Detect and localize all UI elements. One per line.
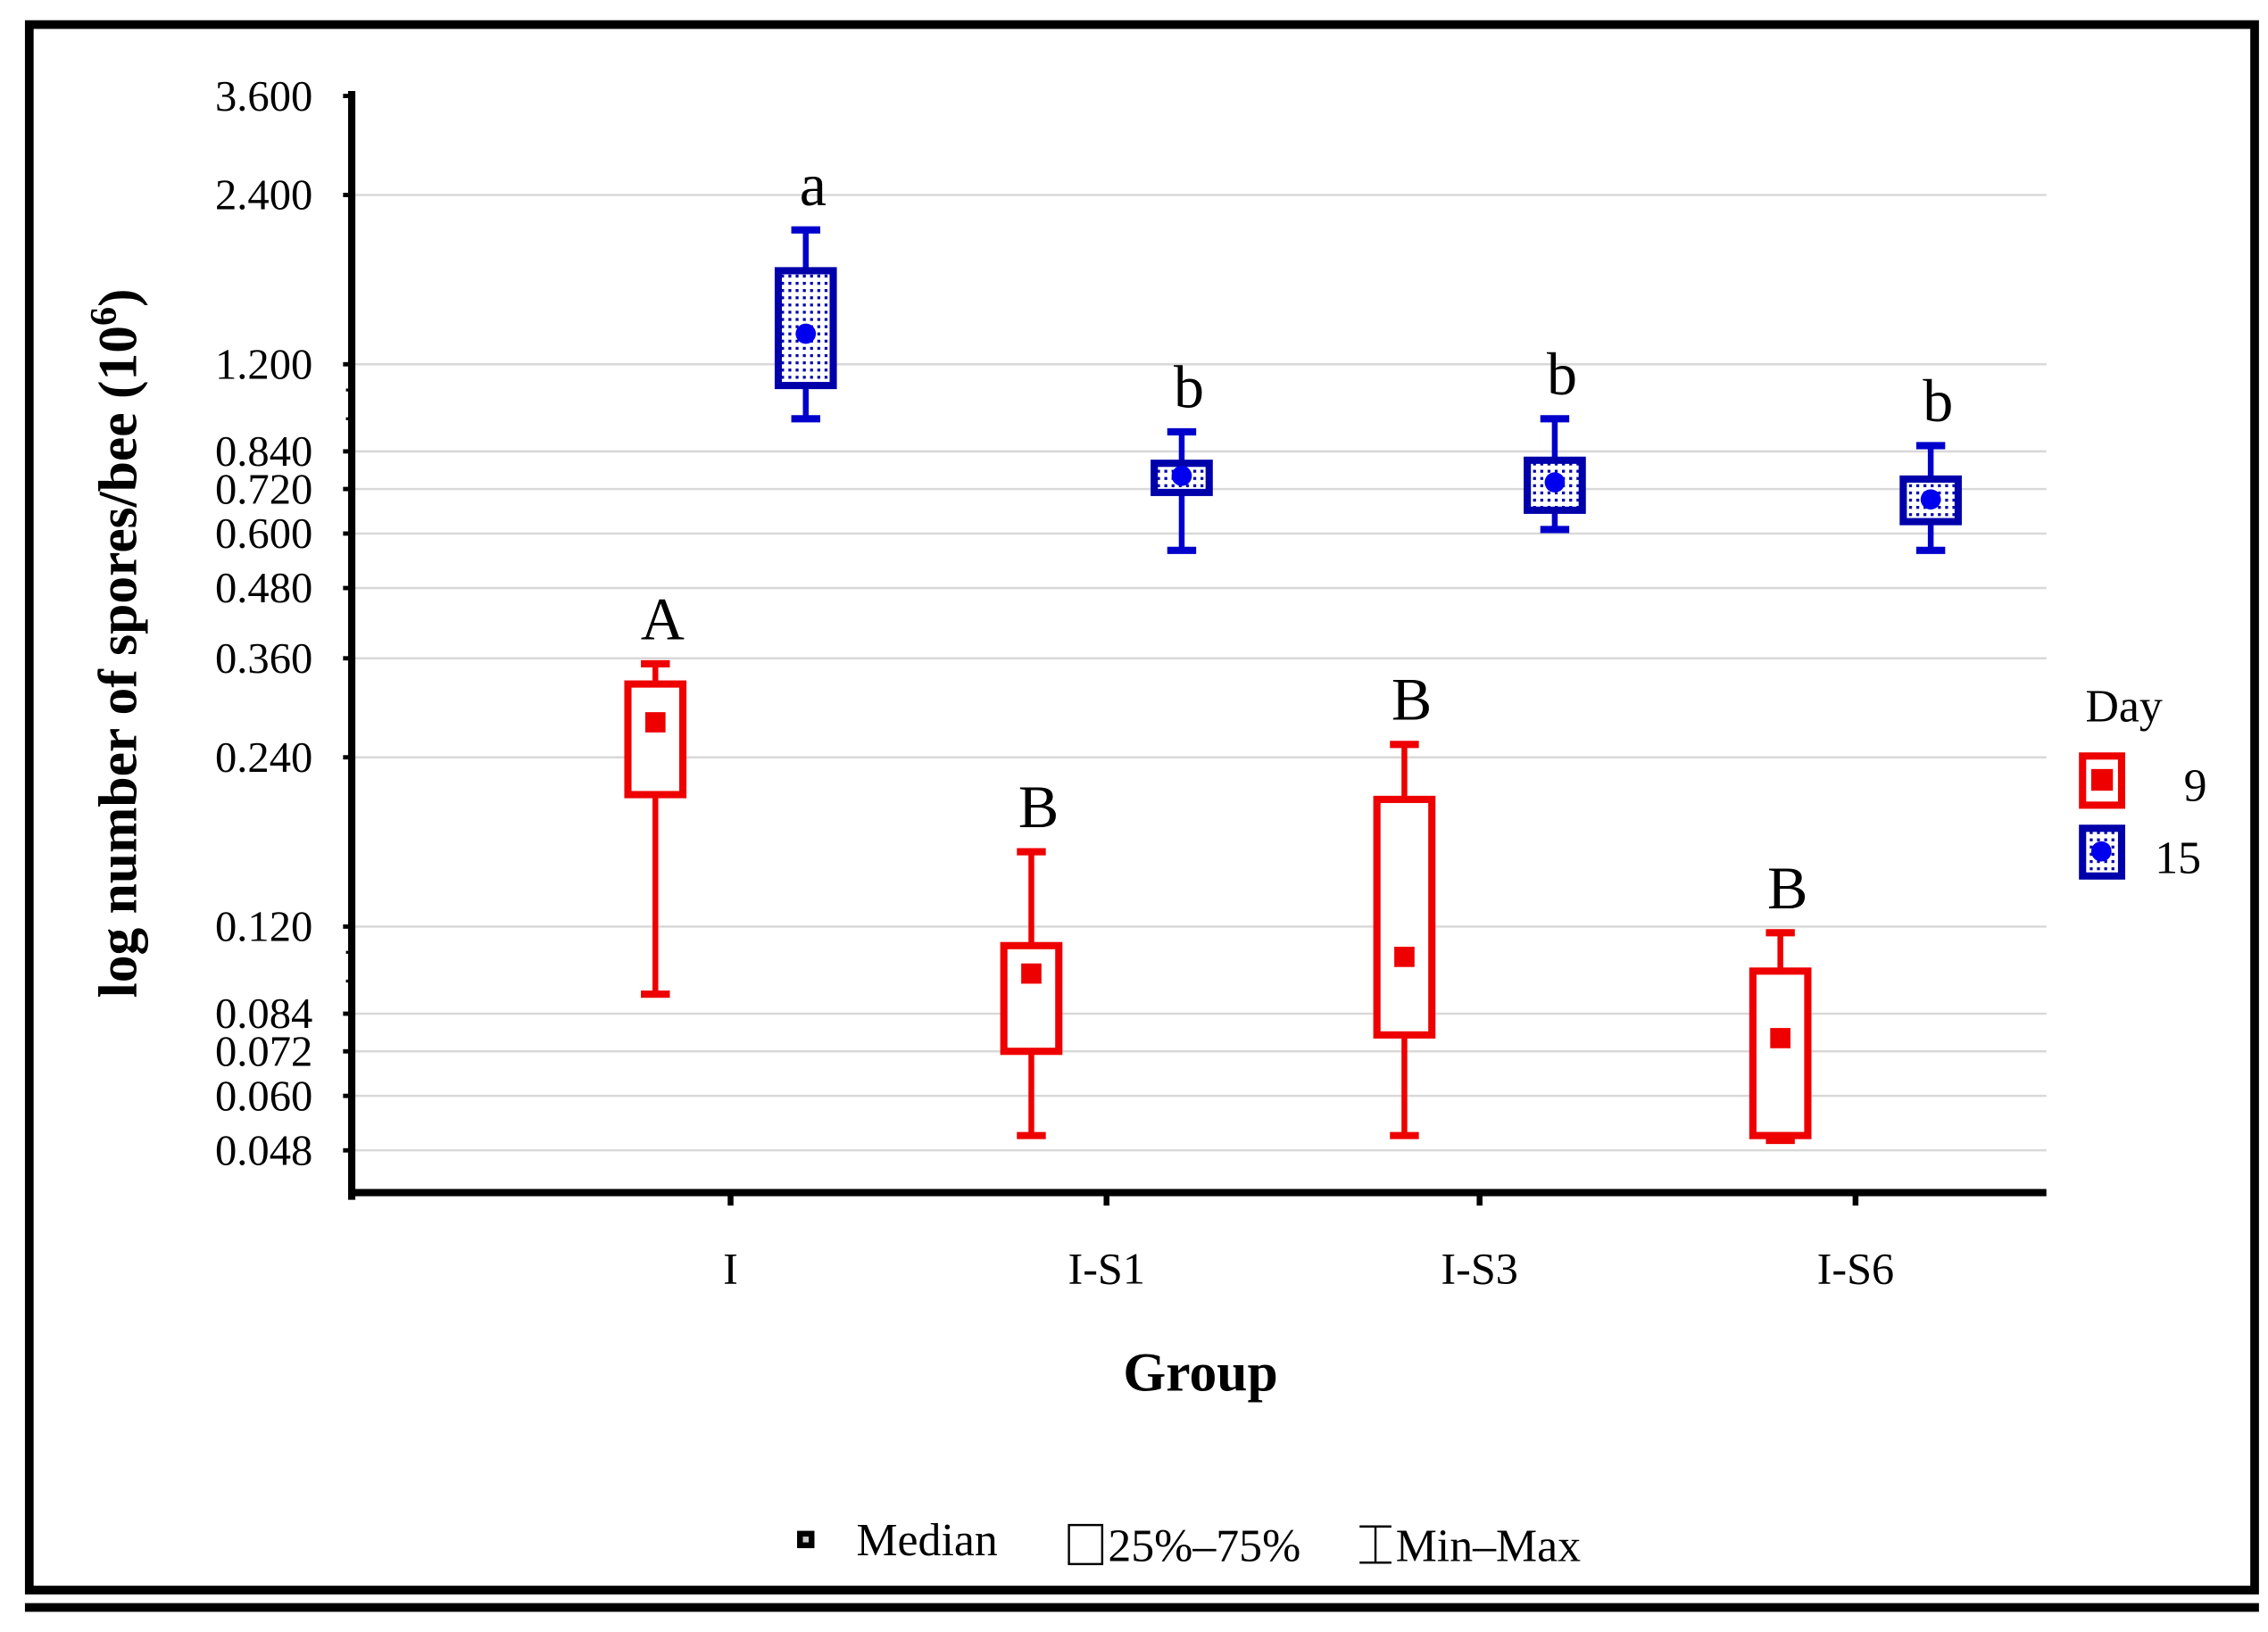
- legend-swatch-day9: [2079, 752, 2126, 809]
- y-tick-label: 0.072: [215, 1027, 312, 1075]
- legend: Day 9 15: [2079, 681, 2207, 883]
- y-tick-label: 0.048: [215, 1126, 312, 1174]
- significance-letter: b: [1547, 340, 1577, 408]
- y-tick-label: 2.400: [215, 171, 312, 220]
- y-axis-title: log number of spores/bee (106): [83, 288, 149, 998]
- figure-frame: [24, 20, 2259, 1595]
- median-marker: [1770, 1028, 1790, 1048]
- y-tick-label: 3.600: [215, 72, 312, 120]
- stats-legend: Median 25%–75% Min–Max: [797, 1515, 1581, 1572]
- median-marker: [644, 712, 666, 733]
- y-tick-label: 1.200: [215, 340, 312, 388]
- box-day15-I-S1: b: [1151, 352, 1213, 554]
- iqr-box: [1000, 941, 1063, 1056]
- legend-label-day15: 15: [2155, 833, 2201, 883]
- x-tick-label: I-S6: [1817, 1244, 1895, 1294]
- y-tick-label: 0.084: [215, 990, 312, 1038]
- x-tick-label: I-S1: [1068, 1244, 1145, 1294]
- y-tick-label: 0.240: [215, 733, 312, 782]
- median-marker: [1021, 963, 1042, 984]
- y-tick-label: 0.600: [215, 509, 312, 558]
- box-day9-I: A: [624, 584, 687, 998]
- significance-letter: A: [641, 584, 685, 652]
- significance-letter: B: [1767, 854, 1807, 922]
- whisker-label: Min–Max: [1396, 1521, 1581, 1572]
- y-tick-label: 0.120: [215, 903, 312, 951]
- legend-title: Day: [2085, 681, 2162, 732]
- significance-letter: B: [1018, 773, 1059, 841]
- box-day15-I-S3: b: [1524, 340, 1586, 534]
- median-icon-center: [802, 1537, 809, 1543]
- y-tick-label: 0.360: [215, 634, 312, 683]
- box-day15-I: a: [774, 151, 837, 423]
- box-day9-I-S6: B: [1749, 854, 1812, 1145]
- significance-letter: b: [1923, 367, 1953, 435]
- x-tick-label: I-S3: [1441, 1244, 1518, 1294]
- significance-letter: b: [1174, 352, 1204, 420]
- median-marker: [1920, 489, 1941, 510]
- median-marker: [1544, 472, 1566, 493]
- box-day15-I-S6: b: [1899, 367, 1962, 554]
- iqr-box: [1373, 795, 1436, 1039]
- median-label: Median: [856, 1515, 997, 1566]
- legend-swatch-day15-marker: [2090, 841, 2112, 862]
- x-axis-title: Group: [1123, 1342, 1277, 1403]
- median-marker: [1394, 947, 1415, 967]
- y-tick-label: 0.840: [215, 427, 312, 476]
- significance-letter: B: [1392, 666, 1432, 733]
- boxes: A B B Ba b b b: [624, 151, 1962, 1145]
- median-marker: [1171, 465, 1192, 486]
- legend-label-day9: 9: [2184, 760, 2207, 811]
- gridlines: [354, 194, 2047, 1152]
- significance-letter: a: [800, 151, 827, 219]
- y-tick-label: 0.060: [215, 1072, 312, 1120]
- iqr-box: [624, 680, 687, 799]
- whisker-icon: [1359, 1525, 1392, 1564]
- iqr-box: [1899, 475, 1962, 526]
- iqr-box: [774, 267, 837, 390]
- median-marker: [795, 323, 817, 344]
- y-tick-label: 0.720: [215, 465, 312, 513]
- box-day9-I-S1: B: [1000, 773, 1063, 1139]
- box-label: 25%–75%: [1108, 1521, 1300, 1572]
- legend-swatch-day15: [2079, 824, 2126, 880]
- legend-swatch-day9-marker: [2090, 768, 2114, 791]
- x-axis-ticks: I I-S1 I-S3 I-S6: [723, 1192, 1895, 1294]
- iqr-box: [1749, 967, 1812, 1139]
- y-tick-label: 0.480: [215, 564, 312, 612]
- box-day9-I-S3: B: [1373, 666, 1436, 1139]
- x-tick-label: I: [723, 1244, 738, 1294]
- box-icon: [1068, 1523, 1104, 1566]
